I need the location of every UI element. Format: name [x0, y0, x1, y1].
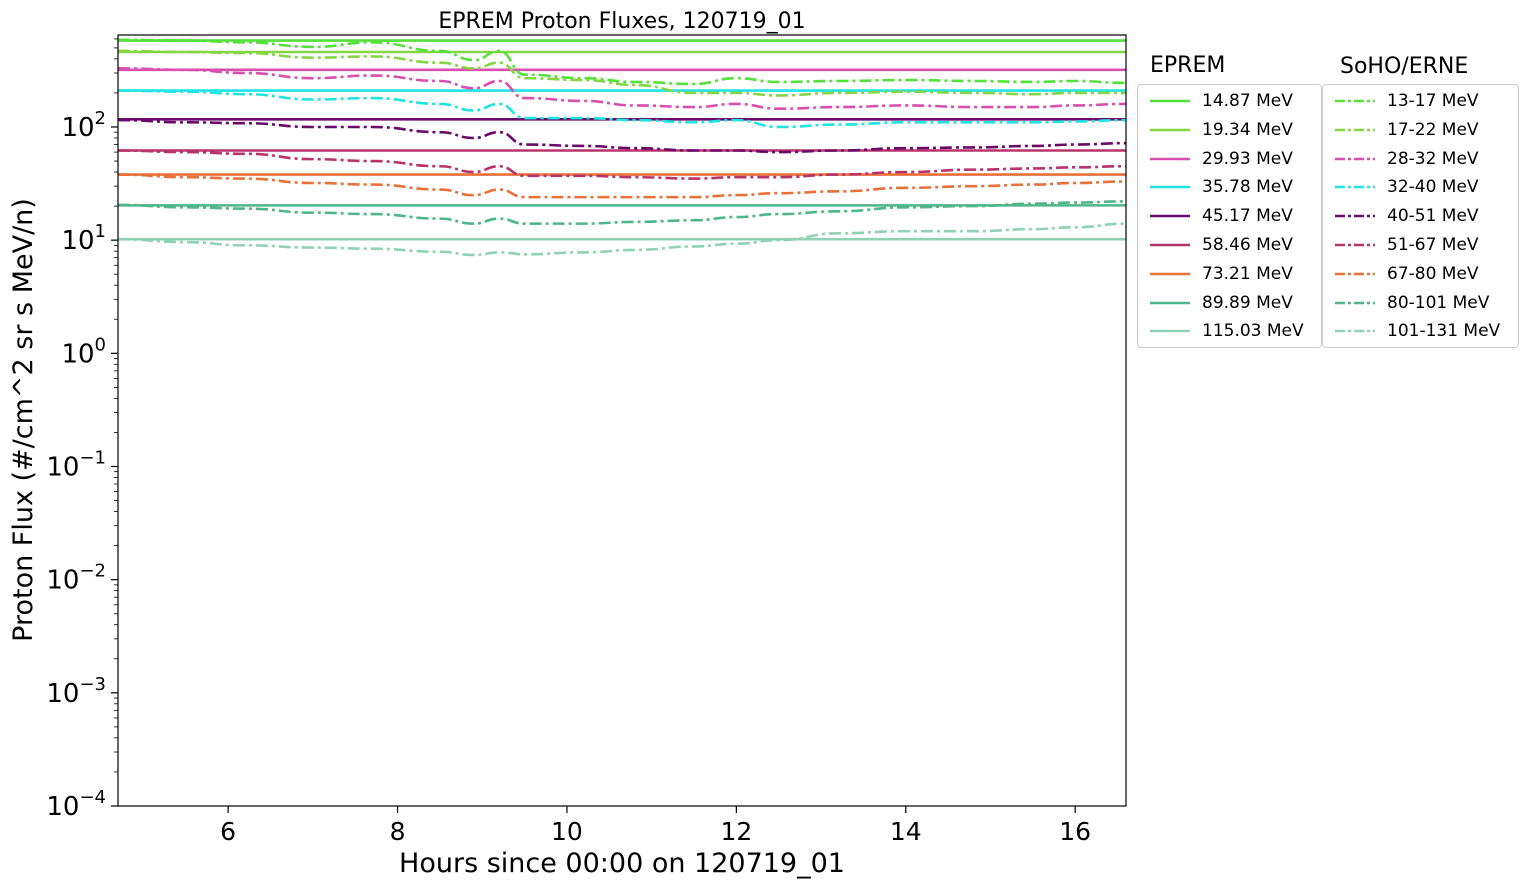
- legend-entry: 73.21 MeV: [1148, 260, 1293, 288]
- eprem-legend: 14.87 MeV 19.34 MeV 29.93 MeV 35.78 MeV 45.1…: [1137, 84, 1322, 348]
- legend-entry: 32-40 MeV: [1333, 173, 1479, 201]
- erne-series-line: [118, 149, 1126, 180]
- legend-label: 17-22 MeV: [1387, 119, 1479, 140]
- series-layer: [118, 38, 1126, 257]
- legend-entry: 13-17 MeV: [1333, 87, 1479, 115]
- y-tick-label: 102: [61, 108, 106, 143]
- x-axis-label: Hours since 00:00 on 120719_01: [399, 848, 845, 879]
- legend-swatch: [1150, 330, 1190, 333]
- legend-swatch: [1335, 330, 1375, 333]
- x-tick-label: 10: [551, 817, 583, 846]
- legend-label: 40-51 MeV: [1387, 206, 1479, 227]
- y-tick-label: 100: [61, 334, 106, 369]
- erne-series-line: [118, 67, 1126, 111]
- legend-entry: 67-80 MeV: [1333, 260, 1479, 288]
- legend-swatch: [1335, 157, 1375, 160]
- legend-swatch: [1150, 301, 1190, 304]
- legend-entry: 40-51 MeV: [1333, 202, 1479, 230]
- legend-label: 67-80 MeV: [1387, 263, 1479, 284]
- chart-title: EPREM Proton Fluxes, 120719_01: [438, 9, 805, 34]
- y-axis: 10−4 10−3 10−2 10−1 100 101 102: [46, 38, 118, 822]
- eprem-legend-title: EPREM: [1150, 53, 1226, 78]
- legend-entry: 51-67 MeV: [1333, 231, 1479, 259]
- legend-label: 101-131 MeV: [1387, 321, 1501, 342]
- y-tick-label: 10−2: [46, 561, 106, 596]
- erne-series-line: [118, 173, 1126, 199]
- legend-label: 28-32 MeV: [1387, 148, 1479, 169]
- erne-legend-title: SoHO/ERNE: [1340, 54, 1469, 79]
- plot-frame: [117, 34, 1127, 807]
- x-axis: 6 8 10 12 14 16: [220, 806, 1091, 846]
- y-tick-label: 10−1: [46, 447, 106, 482]
- erne-legend: 13-17 MeV 17-22 MeV 28-32 MeV 32-40 MeV 40-5…: [1322, 84, 1519, 348]
- erne-series-line: [118, 38, 1126, 86]
- erne-series-line: [118, 200, 1126, 225]
- legend-entry: 101-131 MeV: [1333, 317, 1500, 345]
- legend-label: 14.87 MeV: [1202, 91, 1293, 111]
- legend-swatch: [1335, 214, 1375, 218]
- legend-label: 89.89 MeV: [1202, 292, 1293, 313]
- legend-entry: 19.34 MeV: [1148, 116, 1293, 144]
- legend-swatch: [1335, 186, 1375, 189]
- x-tick-label: 16: [1059, 817, 1091, 846]
- legend-label: 73.21 MeV: [1202, 263, 1293, 284]
- x-tick-label: 12: [720, 817, 752, 846]
- legend-swatch: [1335, 243, 1375, 247]
- legend-swatch: [1150, 128, 1190, 132]
- legend-label: 29.93 MeV: [1202, 148, 1293, 169]
- legend-swatch: [1335, 99, 1375, 103]
- legend-entry: 89.89 MeV: [1148, 289, 1293, 317]
- erne-series-line: [118, 89, 1126, 129]
- erne-series-line: [118, 49, 1126, 97]
- legend-swatch: [1335, 128, 1375, 132]
- legend-label: 13-17 MeV: [1387, 91, 1479, 111]
- x-tick-label: 8: [390, 817, 406, 846]
- erne-series-line: [118, 118, 1126, 154]
- legend-label: 32-40 MeV: [1387, 177, 1479, 198]
- legend-label: 51-67 MeV: [1387, 235, 1479, 255]
- erne-series-line: [118, 222, 1126, 257]
- legend-entry: 28-32 MeV: [1333, 145, 1479, 173]
- legend-swatch: [1335, 272, 1375, 276]
- legend-swatch: [1335, 301, 1375, 304]
- legend-label: 58.46 MeV: [1202, 235, 1293, 255]
- legend-entry: 80-101 MeV: [1333, 289, 1489, 317]
- y-tick-label: 101: [61, 221, 106, 256]
- legend-label: 19.34 MeV: [1202, 119, 1293, 140]
- legend-swatch: [1150, 243, 1190, 247]
- legend-entry: 29.93 MeV: [1148, 145, 1293, 173]
- y-tick-label: 10−4: [46, 787, 106, 822]
- legend-label: 45.17 MeV: [1202, 206, 1293, 227]
- legend-swatch: [1150, 99, 1190, 103]
- y-tick-label: 10−3: [46, 674, 106, 709]
- legend-swatch: [1150, 186, 1190, 189]
- y-axis-label: Proton Flux (#/cm^2 sr s MeV/n): [8, 198, 39, 642]
- legend-entry: 115.03 MeV: [1148, 317, 1304, 345]
- legend-swatch: [1150, 214, 1190, 218]
- legend-label: 80-101 MeV: [1387, 292, 1490, 313]
- legend-label: 35.78 MeV: [1202, 177, 1293, 198]
- legend-label: 115.03 MeV: [1202, 321, 1304, 342]
- legend-entry: 35.78 MeV: [1148, 173, 1293, 201]
- x-tick-label: 6: [220, 817, 236, 846]
- legend-entry: 45.17 MeV: [1148, 202, 1293, 230]
- legend-entry: 58.46 MeV: [1148, 231, 1293, 259]
- legend-entry: 14.87 MeV: [1148, 87, 1293, 115]
- legend-swatch: [1150, 272, 1190, 276]
- legend-swatch: [1150, 157, 1190, 160]
- x-tick-label: 14: [890, 817, 922, 846]
- legend-entry: 17-22 MeV: [1333, 116, 1479, 144]
